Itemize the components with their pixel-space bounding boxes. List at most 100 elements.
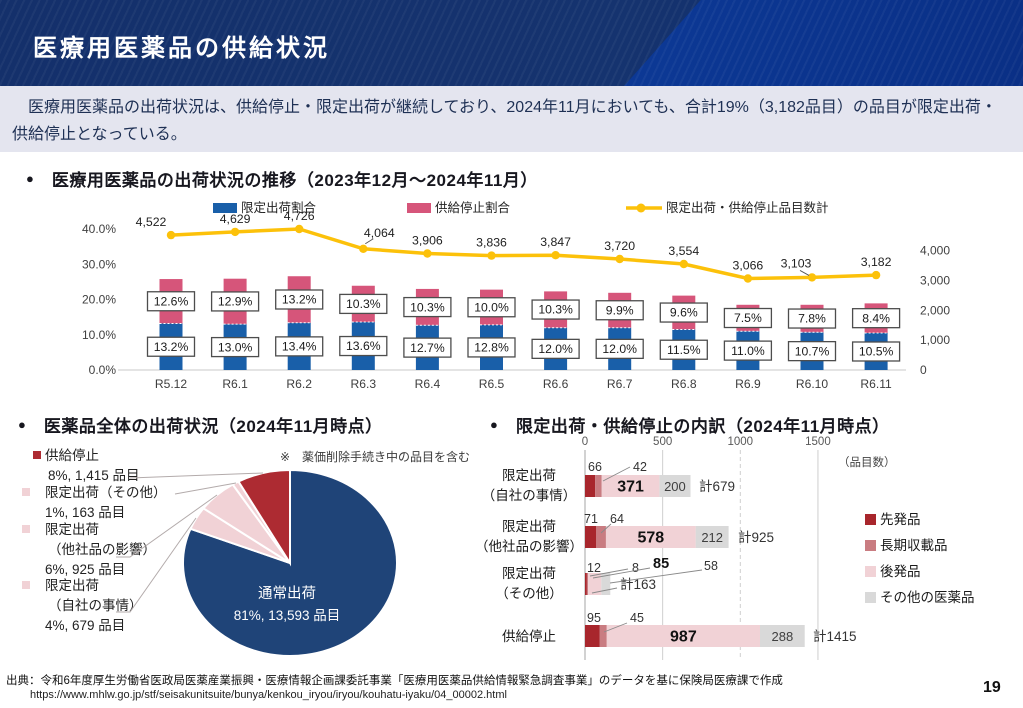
line-dot (359, 244, 368, 253)
legend-label: その他の医薬品 (880, 590, 975, 605)
percent-label: 11.5% (667, 343, 701, 357)
percent-label: 10.0% (474, 300, 509, 314)
x-axis-label: R6.2 (286, 377, 312, 391)
x-axis-tick: 500 (653, 436, 672, 448)
pie-leader-line (174, 482, 237, 495)
pie-chart: 通常出荷 81%, 13,593 品目 (0, 435, 490, 668)
bullet-icon: ● (490, 417, 498, 432)
legend-label: 限定出荷割合 (241, 200, 317, 215)
bullet-icon: ● (26, 171, 34, 186)
pie-inner-value: 81%, 13,593 品目 (234, 608, 341, 623)
trend-legend: 限定出荷割合 供給停止割合 限定出荷・供給停止品目数計 (213, 200, 829, 215)
line-value-label: 3,836 (476, 236, 507, 250)
pie-legend-label: 供給停止 (45, 448, 99, 463)
category-label: （他社品の影響） (480, 538, 583, 554)
section-heading-pie: ● 医薬品全体の出荷状況（2024年11月時点） (18, 412, 383, 437)
callout-value: 8 (632, 561, 639, 575)
bar-segment (588, 573, 602, 595)
callout-value: 71 (584, 512, 598, 526)
intro-box: 医療用医薬品の出荷状況は、供給停止・限定出荷が継続しており、2024年11月にお… (0, 86, 1023, 152)
items-count-line (170, 227, 877, 281)
percent-label: 10.5% (859, 345, 894, 359)
percent-label: 13.6% (346, 339, 381, 353)
x-axis-tick: 1500 (805, 436, 831, 448)
segment-value: 371 (617, 479, 644, 496)
legend-swatch-icon (865, 592, 876, 603)
x-axis-label: R6.1 (222, 377, 248, 391)
percent-label: 13.2% (282, 293, 317, 307)
percent-label: 13.0% (218, 340, 253, 354)
callout-value: 12 (587, 561, 601, 575)
line-value-label: 3,720 (604, 239, 635, 253)
header-texture (0, 0, 1023, 86)
section-heading-trend-label: 医療用医薬品の出荷状況の推移（2023年12月～2024年11月） (51, 171, 538, 190)
left-axis-tick: 10.0% (82, 328, 116, 342)
line-value-label: 3,906 (412, 233, 443, 247)
legend-label: 供給停止割合 (435, 200, 511, 215)
segment-value: 288 (772, 629, 794, 644)
legend-label: 長期収載品 (880, 538, 948, 553)
x-axis-label: R6.4 (415, 377, 441, 391)
pie-slice (237, 468, 291, 567)
percent-label: 12.8% (474, 341, 509, 355)
category-label: 供給停止 (502, 628, 556, 644)
line-value-label: 3,554 (668, 244, 699, 258)
line-dot (487, 251, 496, 260)
line-value-label: 3,847 (540, 235, 571, 249)
pie-legend-value: 8%, 1,415 品目 (48, 468, 140, 483)
percent-label: 12.9% (218, 295, 253, 309)
segment-value: 200 (664, 479, 686, 494)
percent-label: 11.0% (731, 344, 765, 358)
legend-swatch-icon (22, 525, 30, 533)
x-axis-label: R6.10 (796, 377, 829, 391)
line-dot (295, 224, 304, 234)
category-label: 限定出荷 (502, 566, 556, 581)
bar-segment (585, 475, 596, 497)
total-label: 計1415 (813, 629, 857, 644)
left-axis-tick: 0.0% (89, 363, 117, 377)
leader-line (602, 466, 631, 482)
pie-legend-value: 6%, 925 品目 (45, 562, 126, 577)
left-axis-tick: 20.0% (82, 293, 116, 307)
line-dot (871, 270, 881, 280)
x-axis-label: R6.7 (607, 377, 633, 391)
section-heading-pie-label: 医薬品全体の出荷状況（2024年11月時点） (43, 417, 383, 436)
pie-legend-item: 限定出荷（その他） 1%, 163 品目 (22, 483, 167, 523)
bar-segment (585, 573, 587, 595)
line-value-label: 3,182 (861, 255, 892, 269)
category-label: （その他） (495, 586, 563, 601)
pie-legend-label: （他社品の影響） (48, 542, 156, 557)
pie-leader-line (116, 517, 197, 613)
category-label: 限定出荷 (502, 468, 556, 483)
leader-line (591, 587, 618, 594)
x-axis-tick: 0 (582, 436, 588, 448)
legend-swatch-icon (33, 451, 41, 459)
section-heading-breakdown-label: 限定出荷・供給停止の内訳（2024年11月時点） (515, 417, 890, 436)
bar-segment (601, 573, 611, 595)
percent-label: 12.6% (154, 294, 189, 308)
right-axis-tick: 1,000 (920, 333, 950, 347)
bar-segment (595, 475, 602, 497)
percent-label: 10.3% (346, 297, 381, 311)
legend-swatch-icon (22, 581, 30, 589)
total-label: 計925 (738, 530, 774, 545)
page-title: 医療用医薬品の供給状況 (33, 35, 330, 62)
callout-value: 64 (610, 512, 624, 526)
callout-value: 58 (704, 559, 718, 573)
x-axis-label: R6.8 (671, 377, 697, 391)
leader-line (592, 567, 651, 579)
trend-chart: 限定出荷割合 供給停止割合 限定出荷・供給停止品目数計 0.0% 10.0% 20.0% 3… (0, 190, 1023, 400)
percent-label: 10.3% (538, 303, 573, 317)
line-dot (166, 230, 176, 240)
pie-legend-value: 4%, 679 品目 (45, 618, 126, 633)
percent-labels: 13.2% 12.6% 13.0% 12.9% 13.4% 13.2% 13.6% 10.3%… (146, 289, 901, 362)
header-banner: 医療用医薬品の供給状況 (0, 0, 1023, 86)
bar-segment (760, 625, 805, 647)
bar-segment (596, 526, 606, 548)
x-axis-label: R6.3 (351, 377, 377, 391)
leader-line (589, 568, 629, 577)
footer-url: https://www.mhlw.go.jp/stf/seisakunitsui… (30, 689, 507, 701)
line-value-label: 4,726 (284, 209, 315, 223)
percent-label: 10.3% (410, 300, 445, 314)
line-dot (615, 254, 624, 264)
